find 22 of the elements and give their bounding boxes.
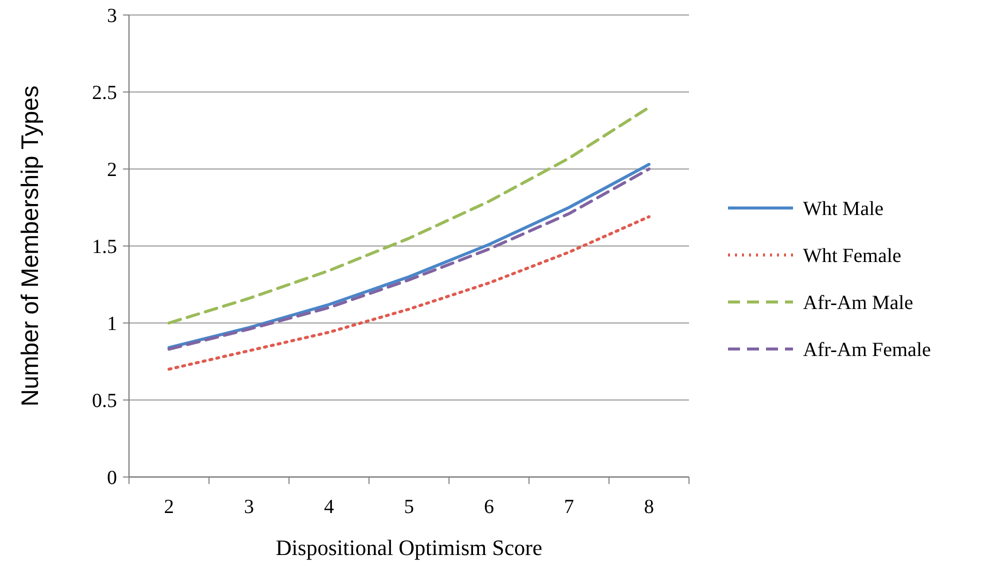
x-axis-title: Dispositional Optimism Score — [276, 535, 542, 560]
x-tick-label: 3 — [244, 496, 254, 518]
x-tick-label: 6 — [484, 496, 494, 518]
x-tick-label: 5 — [404, 496, 414, 518]
x-tick-label: 7 — [564, 496, 574, 518]
legend-label: Wht Female — [803, 245, 902, 267]
y-tick-label: 3 — [107, 5, 117, 27]
x-tick-label: 8 — [644, 496, 654, 518]
legend-label: Wht Male — [803, 198, 884, 220]
y-tick-label: 2 — [107, 159, 117, 181]
y-tick-label: 1.5 — [92, 236, 117, 258]
line-series — [168, 215, 650, 371]
y-tick-label: 0 — [107, 467, 117, 489]
x-tick-label: 2 — [164, 496, 174, 518]
legend-label: Afr-Am Female — [803, 339, 932, 361]
y-axis-title: Number of Membership Types — [17, 85, 44, 407]
y-tick-label: 1 — [107, 313, 117, 335]
legend-label: Afr-Am Male — [803, 292, 914, 314]
x-tick-label: 4 — [324, 496, 334, 518]
y-tick-label: 2.5 — [92, 82, 117, 104]
y-tick-label: 0.5 — [92, 390, 117, 412]
line-series — [168, 106, 650, 324]
